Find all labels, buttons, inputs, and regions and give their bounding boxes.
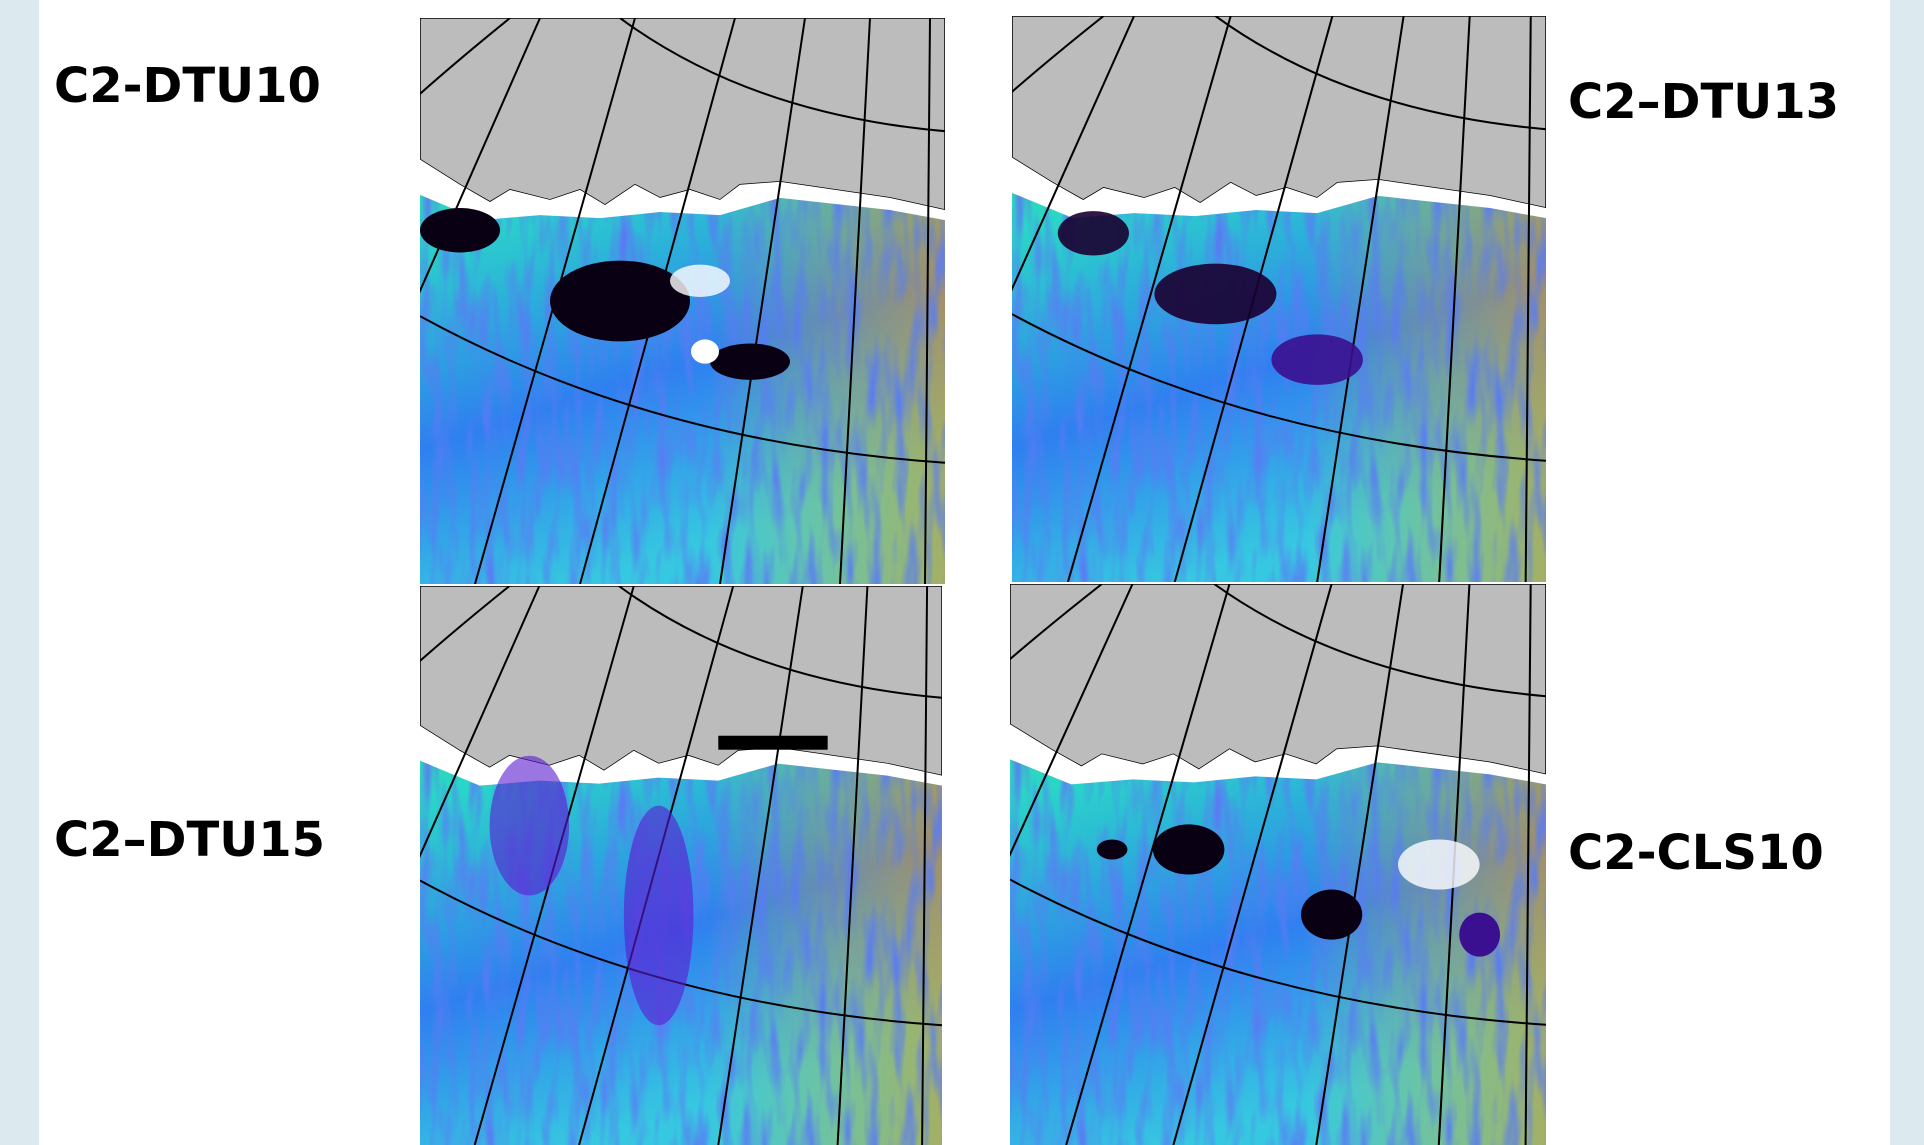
page: C2-DTU10 C2–DTU13 C2–DTU15 C2-CLS10 (() …: [0, 0, 1924, 1145]
map-panel: [420, 18, 945, 584]
map-panel: [420, 586, 942, 1145]
panel-label: C2–DTU13: [1568, 74, 1839, 130]
panel-label: C2-DTU10: [54, 58, 321, 114]
map-panel: [1010, 584, 1546, 1145]
slide: [39, 0, 1890, 1145]
panel-label: C2–DTU15: [54, 812, 325, 868]
map-panel: [1012, 16, 1546, 582]
panel-label: C2-CLS10: [1568, 825, 1824, 881]
